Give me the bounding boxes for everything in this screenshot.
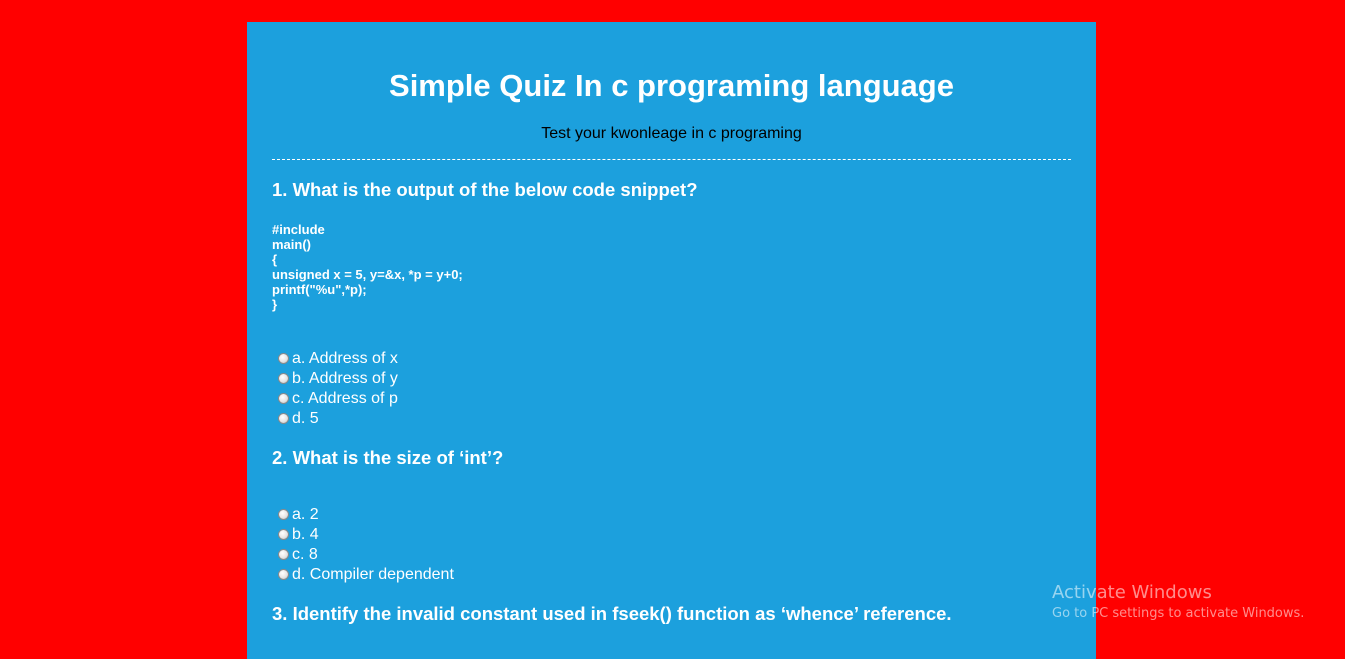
option-q1-b[interactable]: b. Address of y — [272, 369, 1071, 389]
watermark-title: Activate Windows — [1052, 582, 1212, 603]
option-label: a. Address of x — [292, 350, 398, 367]
radio-button[interactable] — [278, 508, 289, 520]
radio-button[interactable] — [278, 372, 289, 384]
answer-options: a. 2 b. 4 c. 8 d. Compiler dependent — [272, 505, 1071, 585]
question-text: 3. Identify the invalid constant used in… — [272, 603, 952, 624]
radio-button[interactable] — [278, 392, 289, 404]
page-subtitle: Test your kwonleage in c programing — [541, 125, 802, 142]
option-label: c. Address of p — [292, 390, 398, 407]
radio-button[interactable] — [278, 528, 289, 540]
code-snippet: #include main() { unsigned x = 5, y=&x, … — [272, 222, 463, 312]
option-q2-b[interactable]: b. 4 — [272, 525, 1071, 545]
radio-button[interactable] — [278, 548, 289, 560]
question-text: 1. What is the output of the below code … — [272, 179, 698, 200]
option-label: a. 2 — [292, 506, 319, 523]
question-1: 1. What is the output of the below code … — [272, 180, 1071, 429]
option-q1-d[interactable]: d. 5 — [272, 409, 1071, 429]
option-label: c. 8 — [292, 546, 318, 563]
radio-button[interactable] — [278, 568, 289, 580]
option-q1-a[interactable]: a. Address of x — [272, 349, 1071, 369]
option-label: b. Address of y — [292, 370, 398, 387]
quiz-panel: Simple Quiz In c programing language Tes… — [247, 22, 1096, 659]
watermark-subtitle: Go to PC settings to activate Windows. — [1052, 606, 1305, 621]
divider — [272, 159, 1071, 160]
option-label: d. 5 — [292, 410, 319, 427]
activation-watermark: Activate Windows Go to PC settings to ac… — [1052, 582, 1304, 623]
option-q1-c[interactable]: c. Address of p — [272, 389, 1071, 409]
question-text: 2. What is the size of ‘int’? — [272, 447, 504, 468]
option-q2-c[interactable]: c. 8 — [272, 545, 1071, 565]
answer-options: a. Address of x b. Address of y c. Addre… — [272, 349, 1071, 429]
question-2: 2. What is the size of ‘int’? a. 2 b. 4 … — [272, 448, 1071, 585]
option-q2-d[interactable]: d. Compiler dependent — [272, 565, 1071, 585]
radio-button[interactable] — [278, 352, 289, 364]
option-q2-a[interactable]: a. 2 — [272, 505, 1071, 525]
page-title: Simple Quiz In c programing language — [389, 68, 954, 103]
radio-button[interactable] — [278, 412, 289, 424]
option-label: b. 4 — [292, 526, 319, 543]
option-label: d. Compiler dependent — [292, 566, 454, 583]
question-3: 3. Identify the invalid constant used in… — [272, 604, 1071, 624]
